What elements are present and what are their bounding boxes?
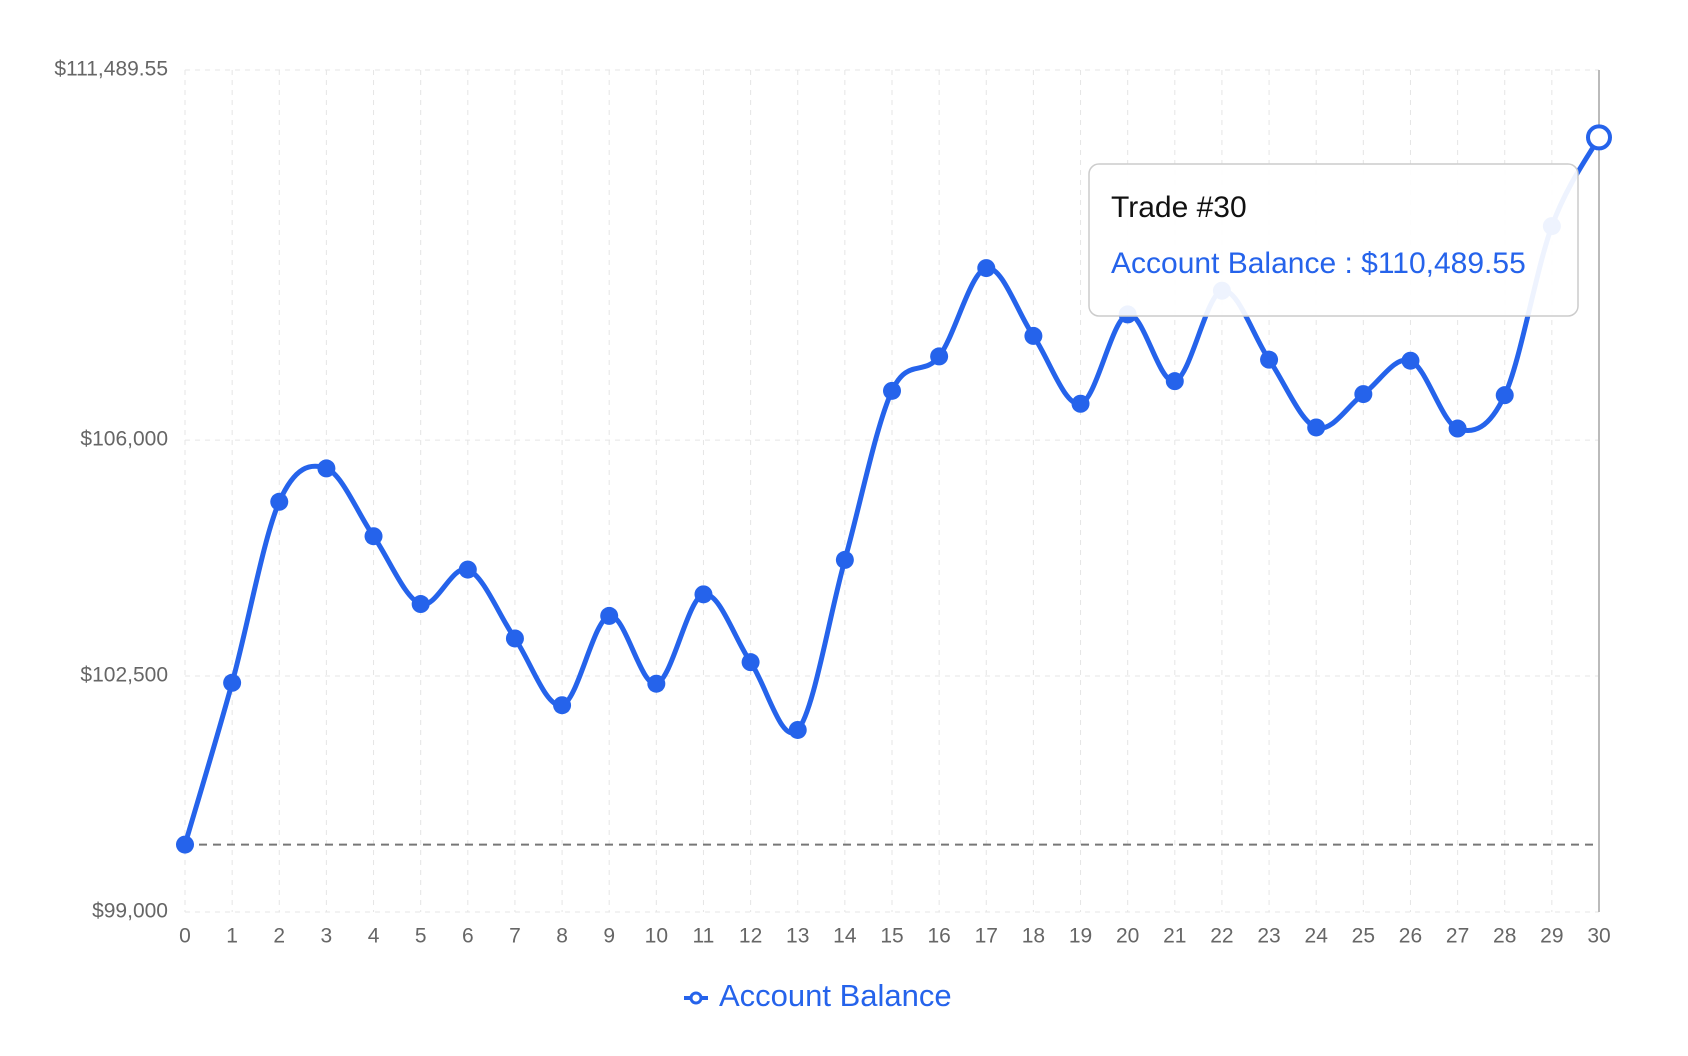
point — [364, 527, 383, 546]
tooltip-title: Trade #30 — [1111, 191, 1247, 224]
x-tick-label: 12 — [739, 925, 762, 948]
point — [1071, 394, 1090, 413]
point — [458, 560, 477, 579]
plot — [176, 124, 1612, 854]
x-tick-label: 16 — [927, 925, 950, 948]
x-tick-label: 19 — [1069, 925, 1092, 948]
active-point — [1586, 124, 1612, 151]
point — [1401, 351, 1420, 370]
x-tick-label: 30 — [1587, 925, 1610, 948]
x-tick-label: 8 — [556, 925, 568, 948]
tooltip: Trade #30 Account Balance : $110,489.55 — [1088, 163, 1579, 317]
grid: $99,000$102,500$106,000$111,489.550 1 2 3 4 5… — [54, 58, 1610, 948]
x-tick-label: 13 — [786, 925, 809, 948]
x-tick-label: 27 — [1446, 925, 1469, 948]
tooltip-box — [1088, 163, 1579, 317]
x-tick-label: 6 — [462, 925, 474, 948]
legend-icon — [689, 991, 703, 1005]
x-tick-label: 15 — [880, 925, 903, 948]
point — [741, 653, 760, 672]
point — [317, 459, 336, 478]
x-tick-label: 25 — [1352, 925, 1375, 948]
x-tick-label: 7 — [509, 925, 521, 948]
x-tick-label: 24 — [1305, 925, 1329, 948]
point — [788, 720, 807, 739]
x-tick-label: 23 — [1257, 925, 1280, 948]
x-tick-label: 3 — [321, 925, 333, 948]
point — [270, 492, 289, 511]
legend-label: Account Balance — [719, 978, 952, 1013]
point — [223, 673, 242, 692]
x-tick-label: 18 — [1022, 925, 1045, 948]
x-tick-label: 0 — [179, 925, 191, 948]
x-tick-label: 11 — [693, 925, 715, 948]
point — [1260, 350, 1279, 369]
y-tick-label: $111,489.55 — [54, 58, 168, 81]
point — [600, 606, 619, 625]
legend: Account Balance — [684, 978, 952, 1013]
x-tick-label: 28 — [1493, 925, 1516, 948]
point — [505, 629, 524, 648]
point — [1307, 418, 1326, 437]
x-tick-label: 4 — [368, 925, 380, 948]
tooltip-text: Account Balance : $110,489.55 — [1111, 247, 1526, 280]
x-tick-label: 1 — [226, 925, 238, 948]
point — [176, 835, 194, 854]
y-tick-label: $99,000 — [92, 900, 168, 923]
x-tick-label: 5 — [415, 925, 427, 948]
x-tick-label: 22 — [1210, 925, 1233, 948]
x-tick-label: 10 — [645, 925, 668, 948]
point — [883, 381, 901, 400]
x-tick-label: 20 — [1116, 925, 1139, 948]
x-tick-label: 17 — [975, 925, 998, 948]
point — [977, 259, 996, 278]
x-tick-label: 9 — [603, 925, 615, 948]
point — [411, 595, 430, 614]
point — [1354, 385, 1373, 404]
y-tick-label: $106,000 — [80, 428, 168, 451]
y-tick-label: $102,500 — [80, 664, 168, 687]
x-tick-label: 26 — [1399, 925, 1422, 948]
x-tick-label: 2 — [273, 925, 285, 948]
point — [694, 585, 713, 604]
x-tick-label: 21 — [1163, 925, 1186, 948]
point — [553, 696, 572, 715]
x-tick-label: 29 — [1540, 925, 1563, 948]
x-tick-label: 14 — [833, 925, 857, 948]
point — [1448, 419, 1467, 438]
point — [930, 347, 949, 366]
point — [835, 550, 854, 569]
point — [1495, 386, 1514, 405]
point — [647, 674, 666, 693]
point — [1165, 372, 1184, 391]
point — [1024, 326, 1043, 345]
